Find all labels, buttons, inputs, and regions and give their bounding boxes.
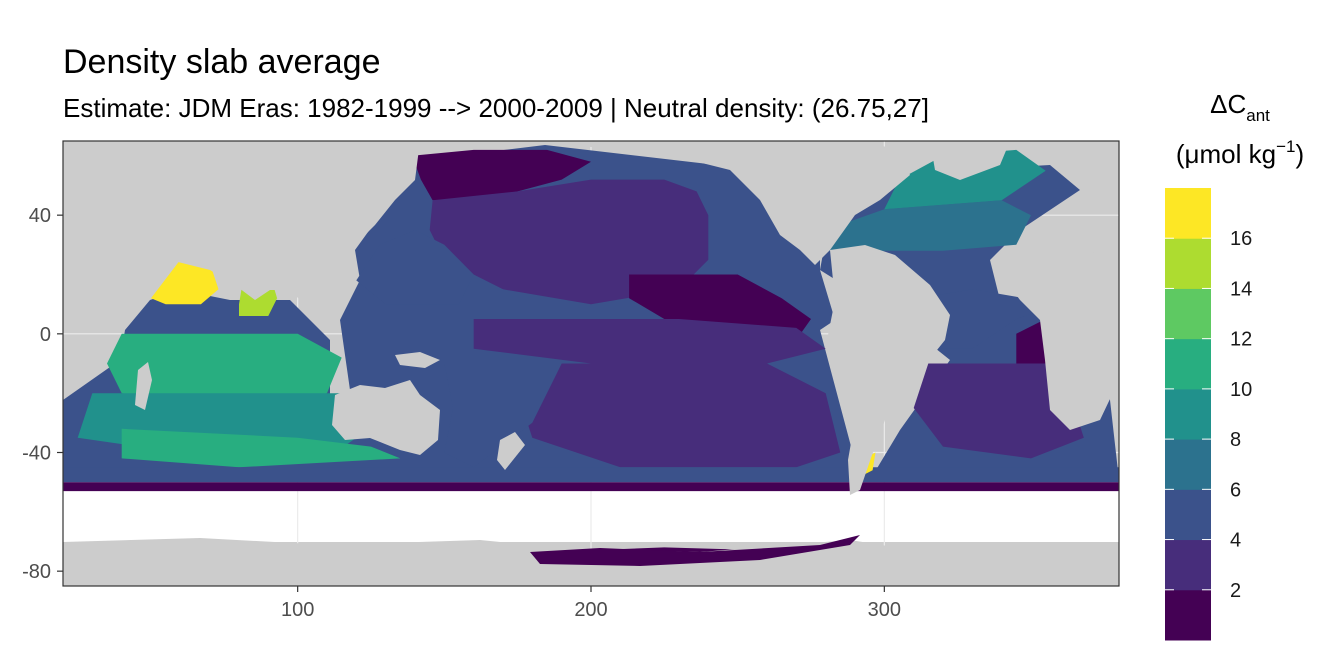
region-southern-indian-ocean	[121, 428, 401, 468]
y-tick-label: -40	[22, 443, 51, 465]
region-eastern-tropical-pacific	[629, 274, 811, 340]
region-indian-ocean-tropical	[107, 333, 342, 408]
antarctic-coastal-data	[530, 535, 860, 566]
legend-tick-label: 2	[1230, 580, 1241, 602]
land-north-america	[545, 141, 910, 265]
region-north-atlantic-subpolar	[884, 149, 1046, 210]
x-tick-label: 200	[574, 599, 607, 621]
region-south-atlantic	[913, 363, 1084, 459]
x-tick-label: 300	[868, 599, 901, 621]
legend-tick-label: 16	[1230, 228, 1252, 250]
legend-bin	[1165, 238, 1211, 289]
region-north-pacific-western-boundary	[356, 230, 474, 305]
legend: ΔCant (μmol kg−1) 2 4 6 8 10 12 14 16	[1165, 89, 1304, 641]
land-new-guinea	[395, 352, 440, 368]
y-tick-label: -80	[22, 561, 51, 583]
land-africa	[1005, 238, 1119, 430]
y-tick-label: 40	[29, 205, 51, 227]
legend-bin	[1165, 338, 1211, 390]
map-title: Density slab average	[63, 43, 381, 81]
land-new-zealand	[497, 432, 525, 470]
region-north-atlantic-subtropical	[825, 200, 1031, 251]
region-north-pacific-subarctic	[412, 149, 591, 201]
legend-labels: 2 4 6 8 10 12 14 16	[1230, 228, 1252, 602]
region-north-pacific-subtropical-gyre	[429, 179, 709, 305]
legend-bin	[1165, 589, 1211, 641]
region-southern-ocean-southern-edge	[63, 482, 1119, 492]
legend-colorbar	[1165, 188, 1211, 641]
land-greenland	[930, 141, 1010, 180]
legend-bin	[1165, 388, 1211, 440]
map-subtitle: Estimate: JDM Eras: 1982-1999 --> 2000-2…	[63, 93, 929, 123]
legend-bin	[1165, 188, 1211, 239]
legend-tick-label: 14	[1230, 278, 1252, 300]
y-tick-label: 0	[40, 324, 51, 346]
legend-tick-label: 10	[1230, 379, 1252, 401]
land-australia	[332, 380, 440, 455]
legend-title: ΔCant	[1210, 89, 1270, 125]
legend-bin	[1165, 288, 1211, 340]
legend-bin	[1165, 439, 1211, 490]
land-madagascar	[135, 362, 152, 410]
land-south-america	[828, 245, 950, 495]
region-south-pacific-west-and-tasman	[444, 363, 562, 468]
region-south-pacific-subtropical-gyre	[517, 363, 841, 468]
region-southern-ocean-frontal-band	[63, 467, 1119, 483]
legend-bin	[1165, 489, 1211, 541]
legend-bin	[1165, 539, 1211, 591]
legend-unit: (μmol kg−1)	[1176, 137, 1304, 169]
x-tick-label: 100	[281, 599, 314, 621]
legend-tick-label: 12	[1230, 329, 1252, 351]
legend-tick-label: 4	[1230, 530, 1241, 552]
region-equatorial-pacific	[473, 319, 826, 364]
legend-tick-label: 8	[1230, 429, 1241, 451]
region-arabian-sea	[151, 259, 219, 305]
land-asia	[63, 141, 420, 310]
legend-tick-label: 6	[1230, 479, 1241, 501]
